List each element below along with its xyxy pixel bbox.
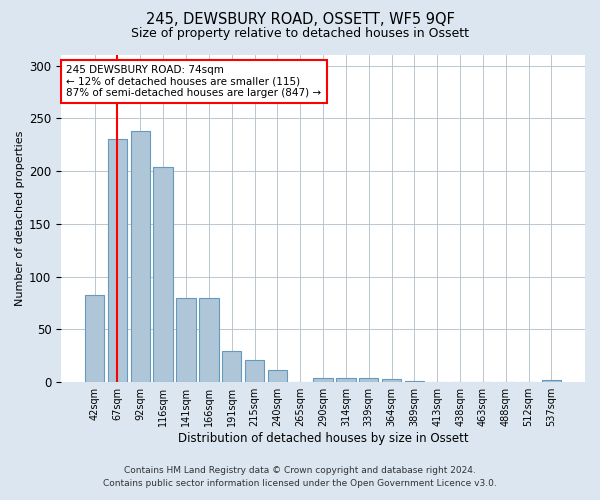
Bar xyxy=(131,131,150,382)
X-axis label: Distribution of detached houses by size in Ossett: Distribution of detached houses by size … xyxy=(178,432,469,445)
Bar xyxy=(108,140,127,382)
Bar xyxy=(154,167,173,382)
Bar xyxy=(199,298,218,382)
Bar xyxy=(359,378,379,382)
Bar xyxy=(245,360,264,382)
Text: Size of property relative to detached houses in Ossett: Size of property relative to detached ho… xyxy=(131,28,469,40)
Y-axis label: Number of detached properties: Number of detached properties xyxy=(15,131,25,306)
Bar xyxy=(222,350,241,382)
Bar xyxy=(176,298,196,382)
Bar xyxy=(382,379,401,382)
Bar xyxy=(268,370,287,382)
Text: Contains HM Land Registry data © Crown copyright and database right 2024.
Contai: Contains HM Land Registry data © Crown c… xyxy=(103,466,497,487)
Bar xyxy=(542,380,561,382)
Text: 245 DEWSBURY ROAD: 74sqm
← 12% of detached houses are smaller (115)
87% of semi-: 245 DEWSBURY ROAD: 74sqm ← 12% of detach… xyxy=(67,65,322,98)
Bar xyxy=(405,381,424,382)
Bar xyxy=(336,378,356,382)
Bar xyxy=(313,378,333,382)
Bar xyxy=(85,294,104,382)
Text: 245, DEWSBURY ROAD, OSSETT, WF5 9QF: 245, DEWSBURY ROAD, OSSETT, WF5 9QF xyxy=(146,12,454,28)
